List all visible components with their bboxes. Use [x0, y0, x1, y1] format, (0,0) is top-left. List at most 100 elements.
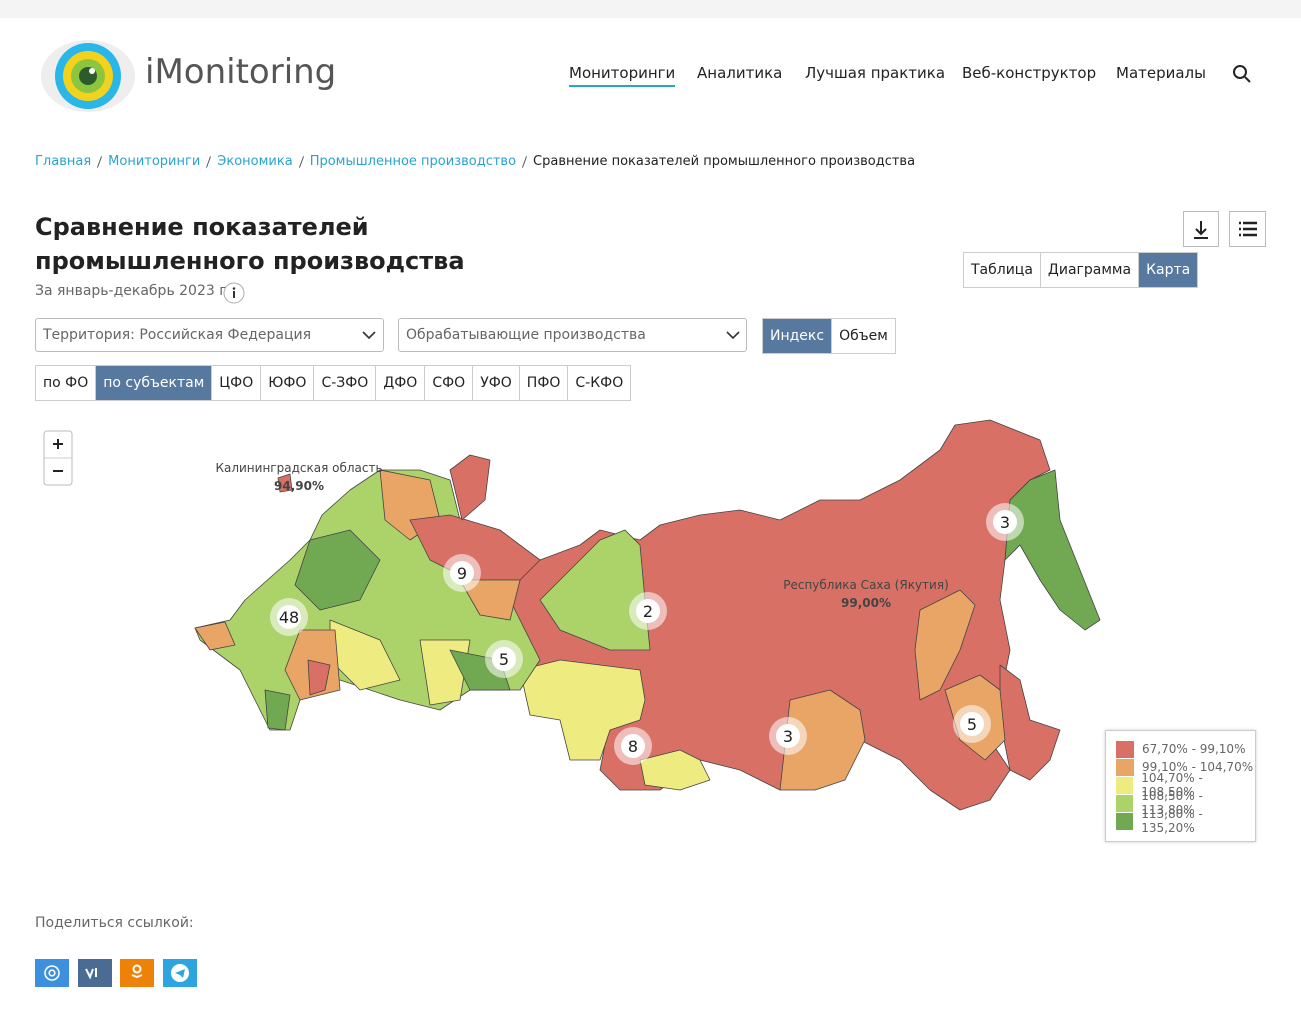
region [999, 664, 1061, 781]
share-label: Поделиться ссылкой: [35, 915, 194, 931]
district-tab[interactable]: С-КФО [567, 366, 630, 400]
district-tab[interactable]: по ФО [43, 375, 89, 391]
region [194, 621, 236, 651]
district-tab[interactable]: ЮФО [260, 366, 313, 400]
region [539, 529, 651, 651]
menu-button[interactable] [1229, 211, 1266, 247]
region [914, 589, 976, 701]
subtitle: За январь-декабрь 2023 г. [35, 283, 232, 299]
district-tab[interactable]: по субъектам [95, 366, 212, 400]
territory-select[interactable]: Территория: Российская Федерация [35, 318, 384, 352]
cluster-count: 3 [1000, 513, 1010, 532]
share-vk[interactable] [78, 959, 112, 987]
share-ok[interactable] [120, 959, 154, 987]
view-tab[interactable]: Диаграмма [1039, 253, 1138, 287]
separator [522, 155, 528, 168]
legend-item: 99,10% - 104,70% [1116, 758, 1255, 776]
cluster[interactable] [993, 510, 1017, 534]
breadcrumbs: Главная Мониторинги Экономика Промышленн… [35, 154, 915, 169]
legend-item: 104,70% - 108,50% [1116, 771, 1255, 799]
select-text: Территория: Российская Федерация [43, 327, 312, 343]
nav-link[interactable]: Мониторинги [569, 64, 676, 87]
cluster[interactable] [621, 734, 645, 758]
legend-item: 113,80% - 135,20% [1116, 807, 1255, 835]
district-tab[interactable]: ПФО [518, 366, 568, 400]
region [449, 454, 491, 521]
legend-text: 67,70% - 99,10% [1142, 742, 1246, 756]
share-email[interactable] [35, 959, 69, 987]
breadcrumb-link[interactable]: Промышленное производство [309, 154, 517, 169]
mode-button[interactable]: Объем [831, 319, 895, 353]
map-label: Калининградская область [215, 461, 382, 475]
top-bar [0, 0, 1301, 18]
legend-text: 108,50% - 113,80% [1141, 789, 1203, 817]
district-tab[interactable]: УФО [472, 366, 519, 400]
nav-link[interactable]: Материалы [1116, 64, 1206, 82]
view-tab[interactable]: Таблица [971, 262, 1033, 278]
mode-toggle: Индекс Объем [762, 318, 896, 354]
download-button[interactable] [1183, 211, 1219, 247]
nav-link[interactable]: Лучшая практика [805, 64, 946, 82]
cluster-count: 9 [457, 564, 467, 583]
legend-text: 104,70% - 108,50% [1141, 771, 1203, 799]
view-tabs: Таблица Диаграмма Карта [963, 252, 1199, 288]
cluster-count: 5 [499, 650, 509, 669]
cluster[interactable] [492, 647, 516, 671]
map-label: Республика Саха (Якутия) [783, 578, 949, 592]
map-label-value: 94,90% [274, 479, 324, 493]
cluster[interactable] [960, 712, 984, 736]
region [779, 689, 866, 791]
search-icon[interactable] [1233, 65, 1251, 83]
nav-link[interactable]: Аналитика [697, 64, 783, 82]
map-label-value: 99,00% [841, 596, 891, 610]
breadcrumb-link[interactable]: Мониторинги [108, 154, 201, 169]
view-tab[interactable]: Карта [1138, 253, 1198, 287]
chevron [726, 331, 740, 340]
nav-link[interactable]: Веб-конструктор [962, 64, 1097, 82]
mode-button[interactable]: Индекс [763, 319, 832, 353]
region [1004, 469, 1101, 631]
legend-text: 99,10% - 104,70% [1142, 760, 1254, 774]
legend: 67,70% - 99,10% 99,10% - 104,70% 104,70%… [1105, 730, 1256, 842]
cluster[interactable] [636, 599, 660, 623]
logo-text[interactable]: iMonitoring [145, 52, 337, 92]
zoom-in[interactable] [53, 439, 63, 449]
breadcrumb-link[interactable]: Экономика [217, 154, 293, 169]
logo-icon [41, 40, 135, 112]
legend-item: 108,50% - 113,80% [1116, 789, 1255, 817]
legend-text: 113,80% - 135,20% [1141, 807, 1203, 835]
region [639, 749, 711, 791]
region [519, 659, 646, 761]
district-tab[interactable]: ЦФО [211, 366, 260, 400]
cluster-count: 48 [279, 608, 299, 627]
separator [206, 155, 212, 168]
chevron [362, 331, 376, 340]
industry-select[interactable]: Обрабатывающие производства [398, 318, 747, 352]
legend-item: 67,70% - 99,10% [1116, 740, 1255, 758]
separator [298, 155, 304, 168]
region [264, 689, 291, 731]
region [307, 659, 331, 696]
cluster[interactable] [277, 605, 301, 629]
separator [97, 155, 103, 168]
cluster[interactable] [776, 724, 800, 748]
zoom-control [43, 430, 73, 486]
region [459, 579, 521, 621]
district-tab[interactable]: СФО [424, 366, 472, 400]
district-tabs: по ФО по субъектам ЦФО ЮФО С-ЗФО ДФО СФО… [35, 365, 632, 401]
select-text: Обрабатывающие производства [406, 327, 646, 343]
cluster[interactable] [450, 561, 474, 585]
region [277, 473, 293, 493]
share-telegram[interactable] [163, 959, 197, 987]
district-tab[interactable]: С-ЗФО [313, 366, 375, 400]
page-title: Сравнение показателей промышленного прои… [35, 213, 465, 275]
info-icon[interactable] [223, 282, 245, 304]
district-tab[interactable]: ДФО [375, 366, 424, 400]
region [294, 529, 381, 611]
breadcrumb-link[interactable]: Главная [35, 154, 92, 169]
cluster-count: 2 [643, 602, 653, 621]
cluster-count: 5 [967, 715, 977, 734]
